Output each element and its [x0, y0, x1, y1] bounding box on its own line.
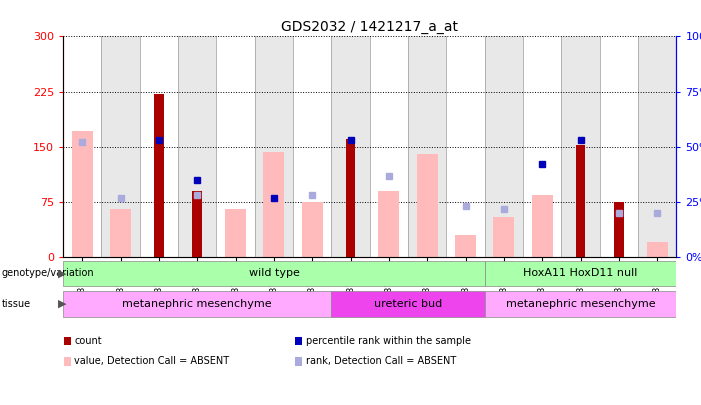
Text: percentile rank within the sample: percentile rank within the sample [306, 336, 470, 346]
Bar [193, 191, 202, 257]
Bar [217, 36, 254, 257]
Bar [264, 152, 285, 257]
Text: wild type: wild type [248, 269, 299, 278]
Bar [647, 243, 668, 257]
Text: metanephric mesenchyme: metanephric mesenchyme [123, 299, 272, 309]
Bar [225, 209, 246, 257]
Bar [301, 202, 323, 257]
Bar [295, 337, 302, 345]
Text: genotype/variation: genotype/variation [1, 269, 94, 278]
Title: GDS2032 / 1421217_a_at: GDS2032 / 1421217_a_at [281, 20, 458, 34]
Bar [254, 36, 293, 257]
Bar [485, 261, 676, 286]
Bar [139, 36, 178, 257]
Bar [408, 36, 447, 257]
Bar [332, 36, 370, 257]
Bar [416, 154, 438, 257]
Bar [447, 36, 485, 257]
Bar [102, 36, 139, 257]
Bar [532, 195, 553, 257]
Bar [494, 217, 515, 257]
Text: HoxA11 HoxD11 null: HoxA11 HoxD11 null [524, 269, 638, 278]
Text: ▶: ▶ [58, 299, 67, 309]
Text: ▶: ▶ [58, 269, 67, 278]
Bar [63, 261, 485, 286]
Bar [614, 202, 624, 257]
Text: count: count [74, 336, 102, 346]
Text: metanephric mesenchyme: metanephric mesenchyme [506, 299, 655, 309]
Bar [370, 36, 408, 257]
Bar [562, 36, 600, 257]
Bar [154, 94, 164, 257]
Bar [523, 36, 562, 257]
Bar [63, 36, 102, 257]
Text: tissue: tissue [1, 299, 31, 309]
Bar [63, 291, 332, 317]
Bar [332, 291, 485, 317]
Bar [379, 191, 400, 257]
Bar [293, 36, 332, 257]
Bar [178, 36, 217, 257]
Bar [64, 337, 71, 345]
Bar [64, 358, 71, 366]
Bar [576, 145, 585, 257]
Text: ureteric bud: ureteric bud [374, 299, 442, 309]
Bar [346, 139, 355, 257]
Bar [455, 235, 476, 257]
Text: rank, Detection Call = ABSENT: rank, Detection Call = ABSENT [306, 356, 456, 367]
Bar [295, 358, 302, 366]
Bar [600, 36, 638, 257]
Text: value, Detection Call = ABSENT: value, Detection Call = ABSENT [74, 356, 229, 367]
Bar [485, 291, 676, 317]
Bar [110, 209, 131, 257]
Bar [485, 36, 523, 257]
Bar [638, 36, 676, 257]
Bar [72, 131, 93, 257]
